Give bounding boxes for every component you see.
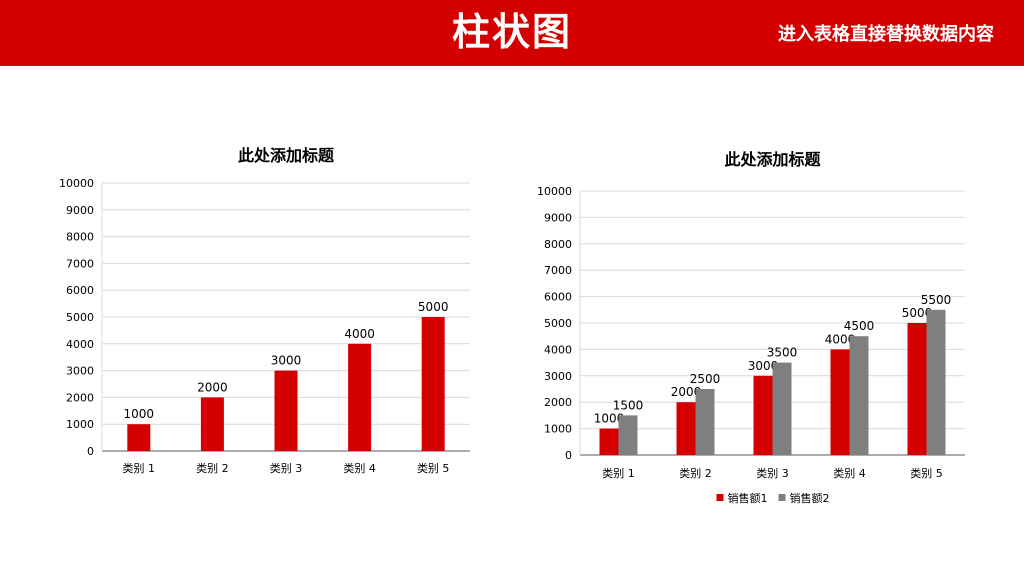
- bar-series2-cat2: [695, 389, 715, 455]
- data-label: 5500: [921, 293, 952, 307]
- x-tick-label: 类别 5: [417, 461, 450, 475]
- bar-series2-cat3: [772, 362, 792, 455]
- y-tick-label: 10000: [59, 177, 94, 190]
- page-subtitle: 进入表格直接替换数据内容: [778, 24, 994, 45]
- bar-series2-cat1: [618, 415, 638, 455]
- page-title: 柱状图: [451, 10, 572, 54]
- data-label: 3000: [271, 354, 302, 368]
- x-tick-label: 类别 2: [196, 461, 229, 475]
- y-tick-label: 9000: [544, 211, 572, 224]
- data-label: 1000: [594, 412, 625, 426]
- y-tick-label: 3000: [544, 370, 572, 383]
- x-tick-label: 类别 1: [123, 461, 156, 475]
- y-tick-label: 5000: [544, 317, 572, 330]
- y-tick-label: 0: [565, 449, 572, 462]
- data-label: 3500: [767, 346, 798, 360]
- x-tick-label: 类别 5: [910, 466, 943, 480]
- bar-chart-single-series: 此处添加标题 0 1000 2000 3000 4000 5000 6000 7000 8000 9…: [59, 146, 470, 475]
- bar-series1-cat1: [127, 424, 151, 451]
- y-tick-label: 6000: [66, 284, 94, 297]
- header-banner: 柱状图 进入表格直接替换数据内容: [0, 0, 1024, 66]
- data-label: 1500: [613, 398, 644, 412]
- data-label: 2500: [690, 372, 721, 386]
- data-label: 1000: [124, 407, 155, 421]
- data-label: 4000: [825, 332, 856, 346]
- y-tick-label: 3000: [66, 365, 94, 378]
- x-tick-label: 类别 3: [756, 466, 789, 480]
- bar-series1-cat1: [599, 428, 619, 455]
- legend-label: 销售额1: [728, 491, 768, 505]
- legend-label: 销售额2: [790, 491, 830, 505]
- x-tick-label: 类别 4: [833, 466, 866, 480]
- data-label: 4500: [844, 319, 875, 333]
- bar-chart-two-series: 此处添加标题 0 1000 2000 3000 4000 5000 6000 7000 8000 9…: [537, 150, 965, 505]
- y-tick-label: 7000: [66, 257, 94, 270]
- y-tick-label: 10000: [537, 185, 572, 198]
- y-tick-label: 7000: [544, 264, 572, 277]
- data-label: 5000: [418, 300, 449, 314]
- data-label: 2000: [197, 380, 228, 394]
- bar-series1-cat4: [348, 343, 372, 451]
- y-tick-label: 2000: [544, 396, 572, 409]
- data-label: 5000: [902, 306, 933, 320]
- bar-series1-cat5: [421, 317, 445, 451]
- x-tick-label: 类别 2: [679, 466, 712, 480]
- bar-series1-cat4: [830, 349, 850, 455]
- bar-series1-cat3: [274, 370, 298, 451]
- y-tick-label: 8000: [544, 238, 572, 251]
- x-tick-label: 类别 1: [602, 466, 635, 480]
- y-tick-label: 5000: [66, 311, 94, 324]
- x-tick-label: 类别 3: [270, 461, 303, 475]
- legend-swatch: [716, 494, 724, 501]
- y-tick-label: 6000: [544, 291, 572, 304]
- legend-swatch: [778, 494, 786, 501]
- bar-series1-cat2: [200, 397, 224, 451]
- y-tick-label: 8000: [66, 231, 94, 244]
- y-tick-label: 9000: [66, 204, 94, 217]
- y-tick-label: 1000: [544, 423, 572, 436]
- chart-title: 此处添加标题: [238, 146, 335, 165]
- y-tick-label: 4000: [544, 343, 572, 356]
- bar-series1-cat3: [753, 375, 773, 455]
- x-tick-label: 类别 4: [343, 461, 376, 475]
- data-label: 2000: [671, 385, 702, 399]
- bar-series1-cat2: [676, 402, 696, 455]
- bar-series2-cat4: [849, 336, 869, 455]
- bar-series1-cat5: [907, 323, 927, 455]
- chart-title: 此处添加标题: [724, 150, 821, 169]
- data-label: 4000: [344, 327, 375, 341]
- y-tick-label: 1000: [66, 418, 94, 431]
- y-tick-label: 2000: [66, 391, 94, 404]
- data-label: 3000: [748, 359, 779, 373]
- y-tick-label: 4000: [66, 338, 94, 351]
- y-tick-label: 0: [87, 445, 94, 458]
- bar-series2-cat5: [926, 309, 946, 455]
